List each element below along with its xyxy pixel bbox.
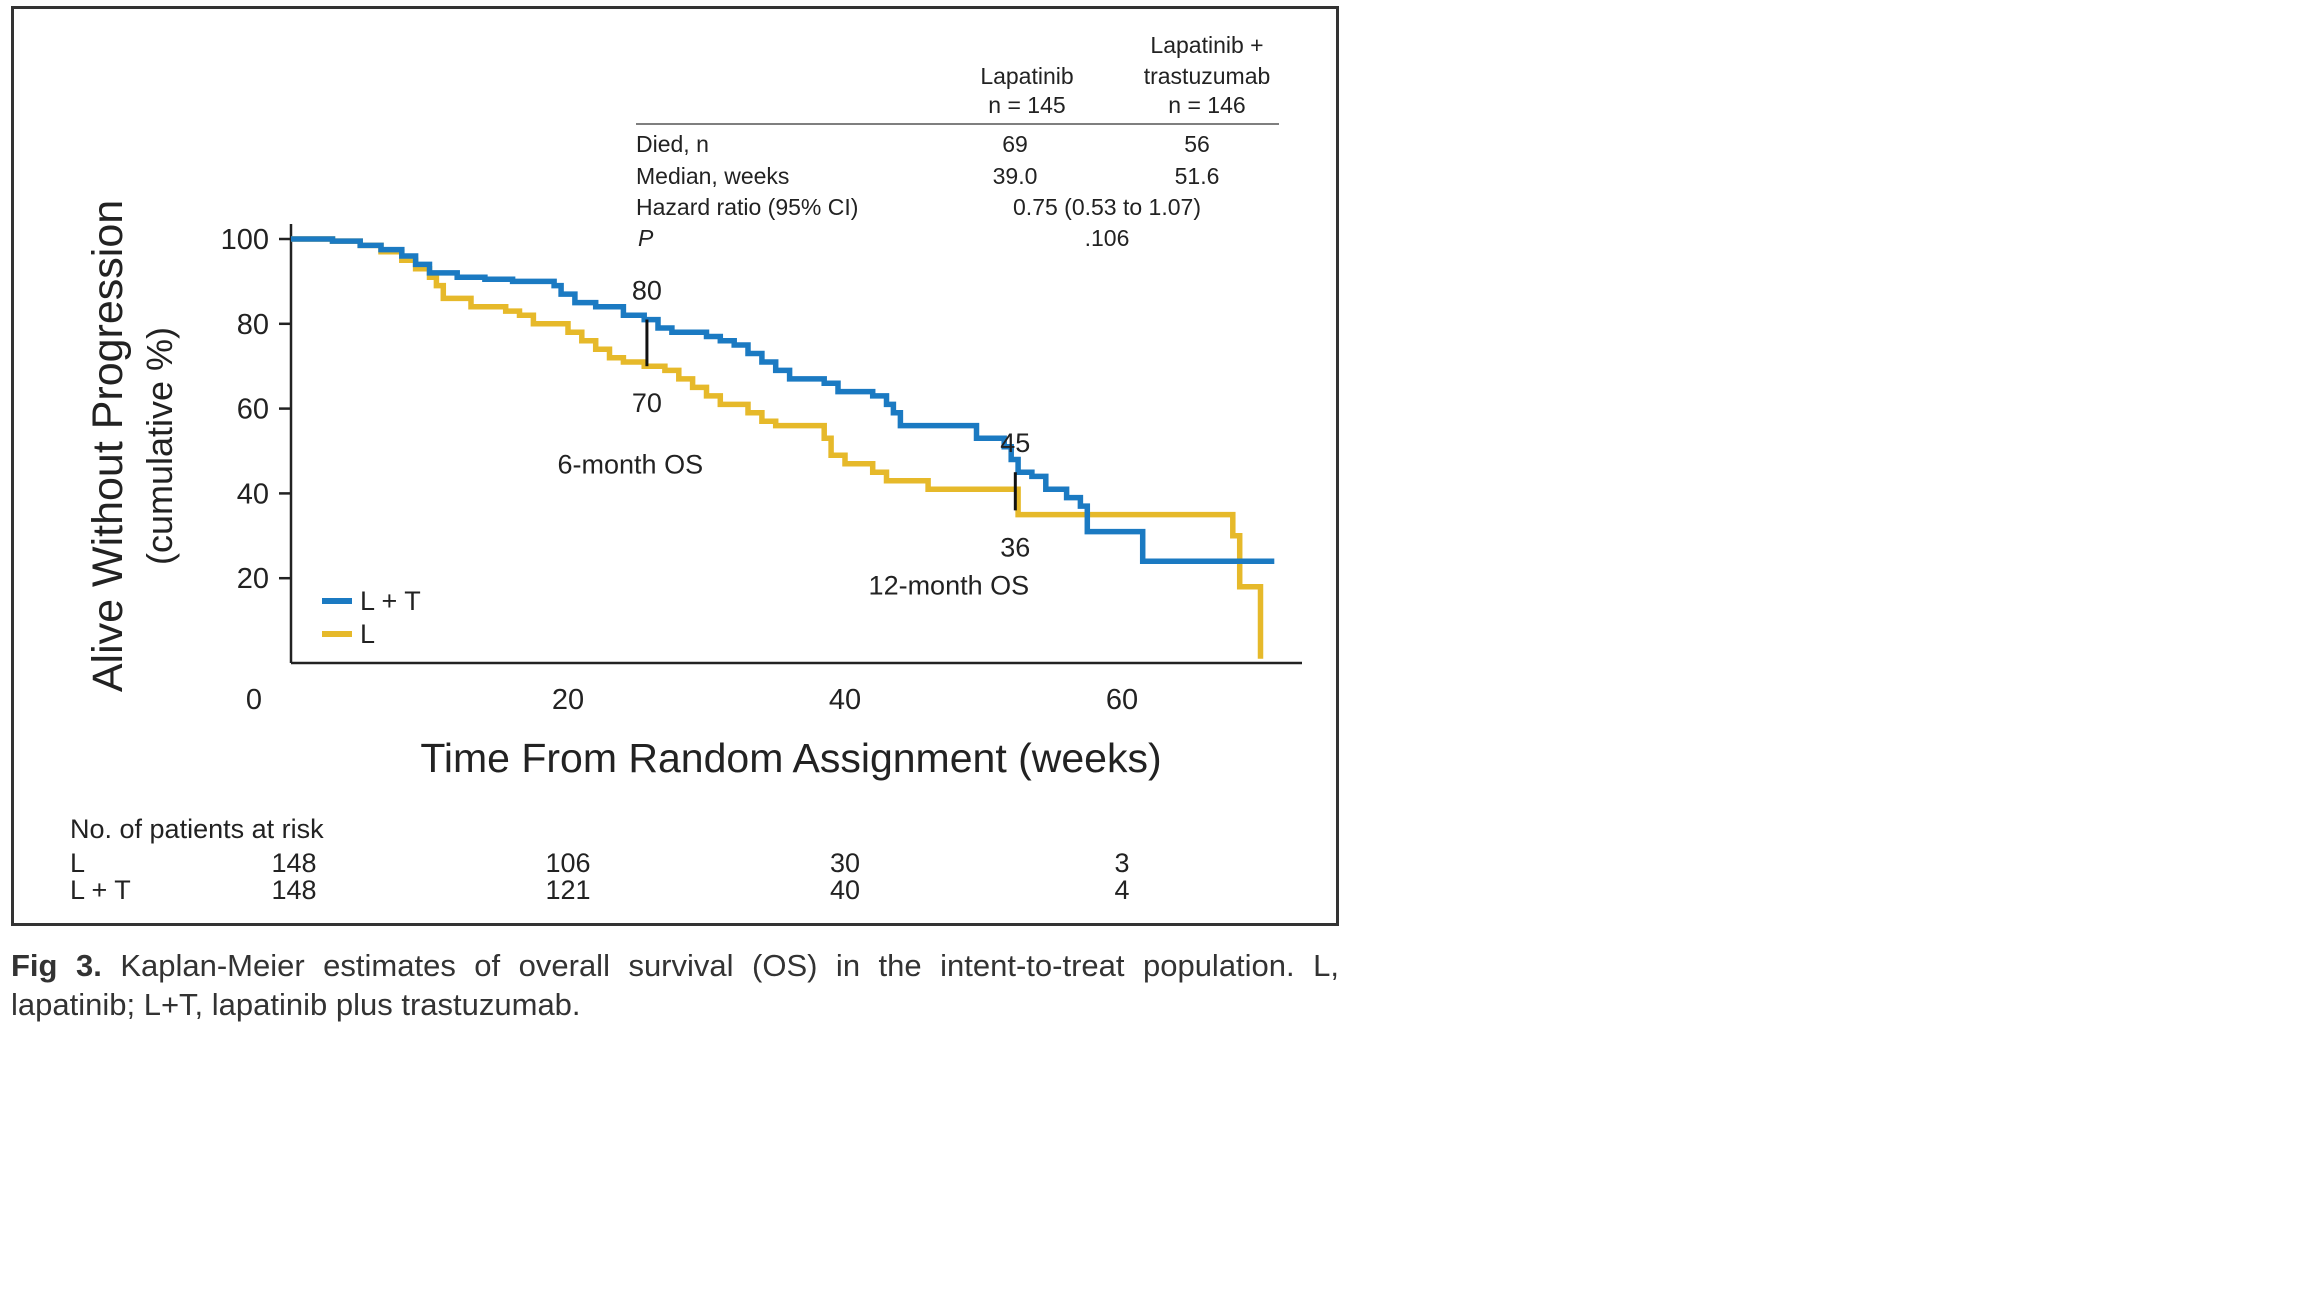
stats-col1-header: Lapatinib	[980, 63, 1073, 89]
stats-row-value: 39.0	[993, 163, 1038, 189]
stats-row-value2: 51.6	[1175, 163, 1220, 189]
series-layer	[291, 236, 1275, 659]
risk-row-label: L + T	[70, 875, 131, 905]
annotation-label: 12-month OS	[869, 571, 1030, 601]
risk-value: 4	[1114, 875, 1129, 905]
y-tick-label: 80	[237, 309, 269, 341]
stats-col1-n: n = 145	[988, 92, 1065, 118]
y-axis-label-line1: Alive Without Progression	[84, 200, 132, 692]
risk-value: 3	[1114, 848, 1129, 878]
annotation-label: 45	[1000, 428, 1030, 458]
series-line-l	[291, 236, 1264, 659]
legend-label-lt: L + T	[360, 586, 421, 616]
legend: L + T L	[322, 586, 421, 649]
y-tick-label: 40	[237, 478, 269, 510]
risk-table-title: No. of patients at risk	[70, 814, 324, 844]
stats-row-label: Died, n	[636, 131, 709, 157]
x-axis-label: Time From Random Assignment (weeks)	[420, 735, 1161, 781]
risk-value: 121	[545, 875, 590, 905]
series-line-lt	[291, 236, 1275, 564]
stats-table: Lapatinib + Lapatinib trastuzumab n = 14…	[636, 32, 1279, 251]
risk-value: 30	[830, 848, 860, 878]
marker-layer	[645, 319, 1017, 511]
survival-chart: Lapatinib + Lapatinib trastuzumab n = 14…	[70, 32, 1302, 905]
annotation-layer: 80 70 6-month OS 45 36 12-month OS	[558, 276, 1031, 601]
risk-table: No. of patients at risk L L + T 148 106 30…	[70, 814, 1129, 905]
annotation-label: 6-month OS	[558, 450, 704, 480]
stats-row-label: Hazard ratio (95% CI)	[636, 194, 858, 220]
caption-label: Fig 3.	[11, 948, 102, 983]
annotation-label: 36	[1000, 532, 1030, 562]
x-tick-label: 40	[829, 684, 861, 716]
stats-col2-header-line2: trastuzumab	[1144, 63, 1271, 89]
stats-row-value: 69	[1002, 131, 1028, 157]
x-ticks: 20 40 60	[552, 684, 1138, 716]
risk-values: 148 106 30 3 148 121 40 4	[271, 848, 1129, 905]
origin-label: 0	[246, 684, 262, 716]
x-tick-label: 60	[1106, 684, 1138, 716]
stats-row-value: .106	[1085, 225, 1130, 251]
annotation-label: 80	[632, 276, 662, 306]
axes	[289, 224, 1302, 665]
risk-value: 148	[271, 875, 316, 905]
legend-label-l: L	[360, 619, 375, 649]
stats-row-label: P	[638, 225, 654, 251]
stats-row-value: 0.75 (0.53 to 1.07)	[1013, 194, 1201, 220]
figure-caption: Fig 3. Kaplan-Meier estimates of overall…	[11, 946, 1339, 1024]
stats-col2-n: n = 146	[1168, 92, 1245, 118]
y-axis-label: Alive Without Progression (cumulative %)	[84, 200, 180, 692]
y-tick-label: 20	[237, 563, 269, 595]
stats-col2-header-line1: Lapatinib +	[1150, 32, 1263, 58]
risk-value: 148	[271, 848, 316, 878]
y-tick-label: 100	[221, 224, 269, 256]
y-tick-label: 60	[237, 394, 269, 426]
figure-frame: Lapatinib + Lapatinib trastuzumab n = 14…	[11, 6, 1339, 926]
y-axis-label-line2: (cumulative %)	[139, 327, 180, 565]
caption-text: Kaplan-Meier estimates of overall surviv…	[11, 948, 1339, 1022]
risk-row-label: L	[70, 848, 85, 878]
annotation-label: 70	[632, 388, 662, 418]
x-tick-label: 20	[552, 684, 584, 716]
stats-row-label: Median, weeks	[636, 163, 789, 189]
stats-row-value2: 56	[1184, 131, 1210, 157]
risk-value: 40	[830, 875, 860, 905]
y-ticks: 20 40 60 80 100	[221, 224, 291, 595]
risk-value: 106	[545, 848, 590, 878]
